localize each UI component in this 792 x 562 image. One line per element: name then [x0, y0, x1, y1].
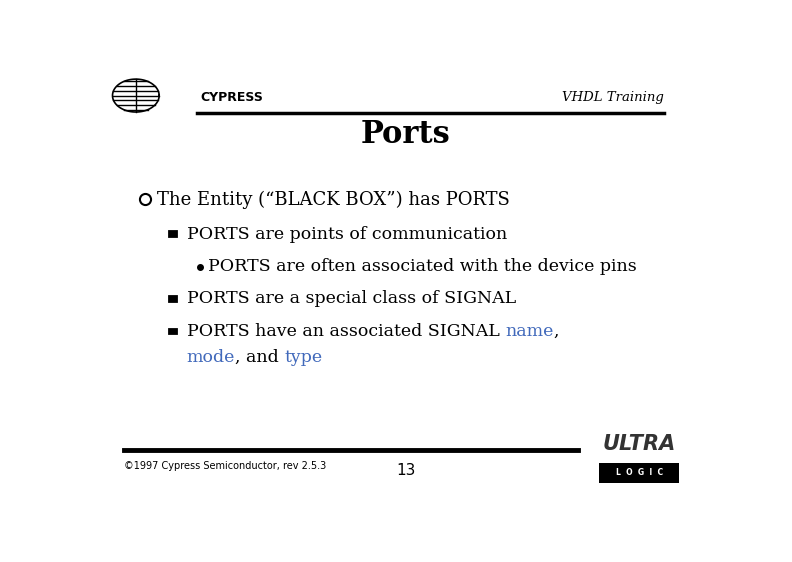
Text: PORTS have an associated SIGNAL: PORTS have an associated SIGNAL	[187, 323, 505, 340]
Text: type: type	[284, 349, 322, 366]
FancyBboxPatch shape	[169, 231, 177, 237]
Text: Ports: Ports	[361, 119, 451, 150]
Text: ©1997 Cypress Semiconductor, rev 2.5.3: ©1997 Cypress Semiconductor, rev 2.5.3	[124, 461, 326, 471]
Text: PORTS are a special class of SIGNAL: PORTS are a special class of SIGNAL	[187, 291, 516, 307]
FancyBboxPatch shape	[169, 296, 177, 302]
Text: The Entity (“BLACK BOX”) has PORTS: The Entity (“BLACK BOX”) has PORTS	[158, 191, 510, 209]
Text: mode: mode	[187, 349, 235, 366]
FancyBboxPatch shape	[169, 329, 177, 334]
Text: PORTS are points of communication: PORTS are points of communication	[187, 225, 507, 243]
FancyBboxPatch shape	[600, 464, 679, 483]
Text: , and: , and	[235, 349, 284, 366]
Text: PORTS are often associated with the device pins: PORTS are often associated with the devi…	[208, 258, 637, 275]
Text: VHDL Training: VHDL Training	[562, 91, 664, 104]
Text: CYPRESS: CYPRESS	[200, 91, 263, 104]
Text: ,: ,	[554, 323, 559, 340]
Text: L  O  G  I  C: L O G I C	[615, 468, 663, 477]
Text: 13: 13	[396, 464, 416, 478]
Text: name: name	[505, 323, 554, 340]
Text: ULTRA: ULTRA	[603, 434, 676, 454]
